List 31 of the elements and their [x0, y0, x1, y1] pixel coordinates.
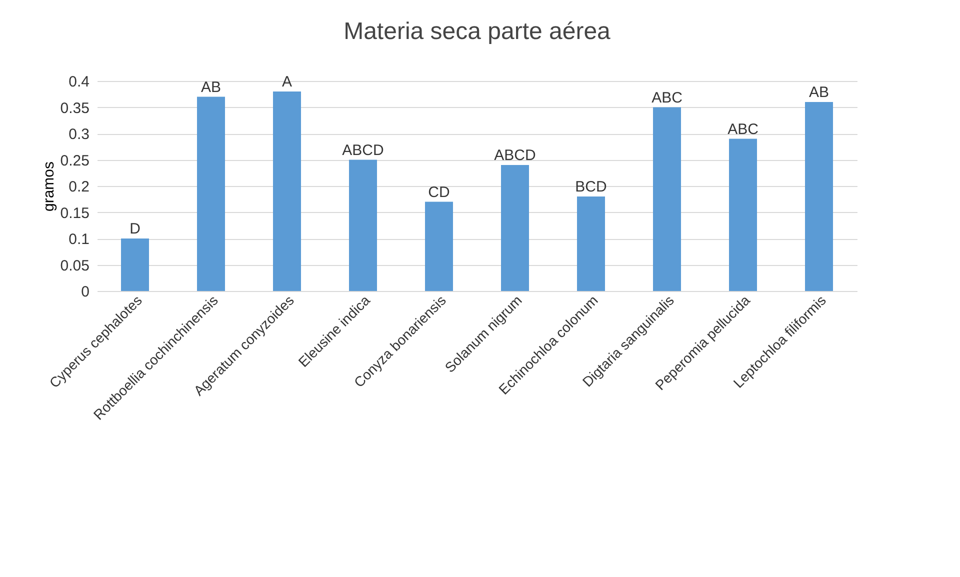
data-label: A	[282, 74, 292, 90]
data-label: ABC	[652, 89, 683, 106]
y-tick-label: 0.2	[68, 178, 90, 196]
y-tick-label: 0.35	[60, 100, 90, 117]
data-label: ABCD	[342, 142, 384, 159]
y-tick-label: 0.1	[68, 231, 90, 248]
y-tick-label: 0.05	[60, 257, 90, 274]
bar	[273, 92, 301, 291]
chart-title: Materia seca parte aérea	[344, 18, 612, 45]
bar	[349, 160, 377, 291]
y-tick-label: 0.4	[68, 74, 90, 90]
data-label: ABCD	[494, 147, 536, 164]
data-label: CD	[428, 184, 450, 201]
bar	[425, 202, 453, 291]
data-label: BCD	[575, 178, 607, 196]
bar	[197, 96, 225, 291]
data-label: ABC	[728, 120, 759, 138]
y-tick-label: 0.25	[60, 152, 90, 170]
bar	[729, 138, 757, 291]
y-tick-label: 0	[81, 284, 90, 300]
data-label: AB	[808, 84, 830, 101]
bar	[653, 107, 681, 291]
y-axis-title: gramos	[40, 161, 58, 212]
bar	[501, 165, 529, 291]
y-tick-label: 0.3	[68, 126, 90, 143]
y-tick-label: 0.15	[60, 204, 90, 222]
data-label: D	[130, 220, 141, 238]
bar	[805, 102, 833, 291]
bar	[121, 238, 149, 291]
bar	[577, 196, 605, 291]
data-label: AB	[200, 78, 222, 96]
